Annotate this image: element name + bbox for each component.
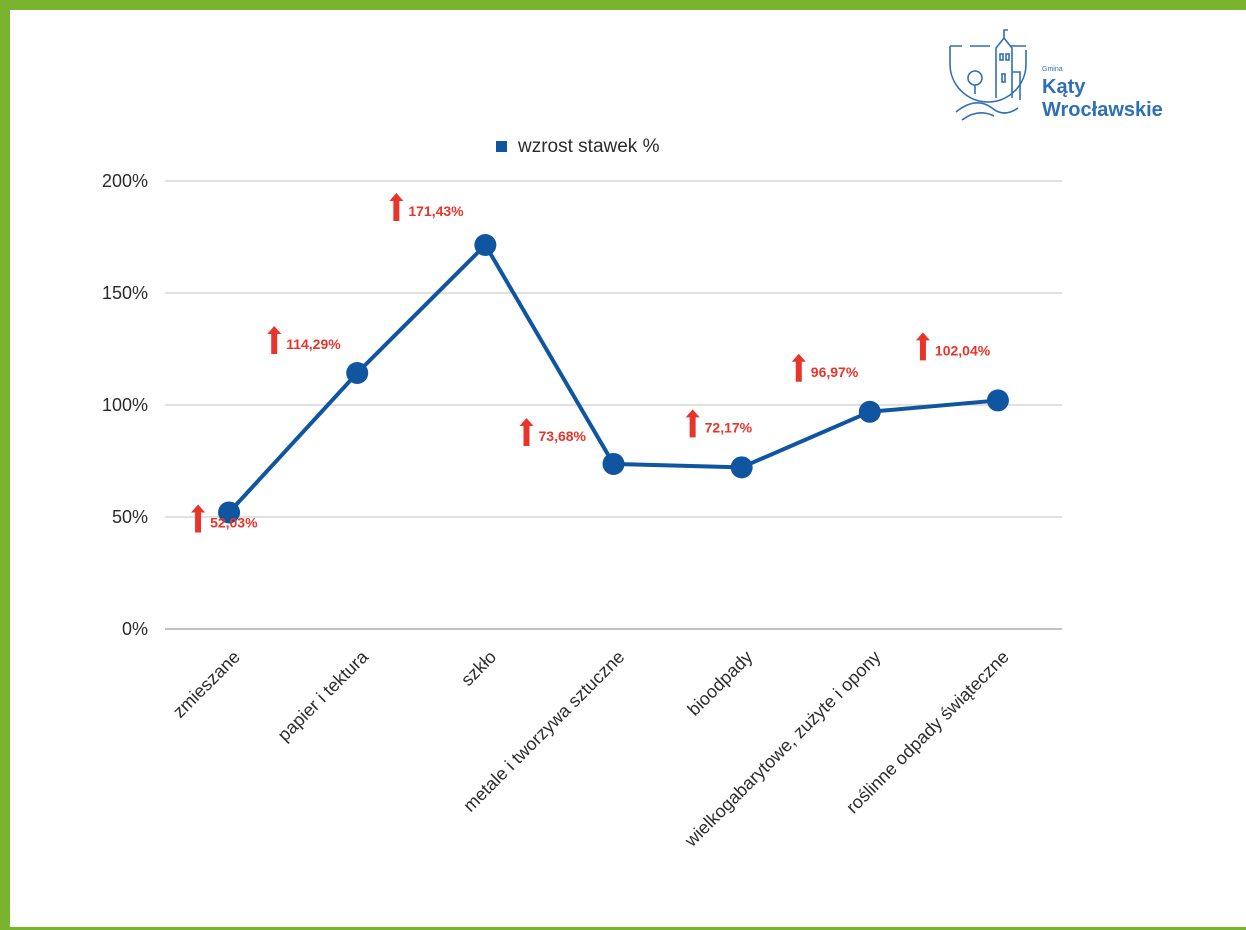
data-label: 72,17% xyxy=(705,419,753,435)
logo-emblem-icon xyxy=(949,29,1027,121)
x-category-label: szkło xyxy=(457,647,500,690)
y-tick-label: 200% xyxy=(102,171,148,191)
x-category-label: zmieszane xyxy=(169,647,244,722)
series-wzrost-stawek xyxy=(218,233,1009,524)
y-tick-label: 100% xyxy=(102,395,148,415)
logo: Gmina Kąty Wrocławskie xyxy=(949,29,1163,121)
arrow-up-icon xyxy=(685,409,700,438)
logo-wroclawskie: Wrocławskie xyxy=(1042,99,1163,121)
y-axis-ticks: 0% 50% 100% 150% 200% xyxy=(102,171,148,639)
data-label: 114,29% xyxy=(286,336,341,352)
data-point xyxy=(474,233,497,256)
y-tick-label: 150% xyxy=(102,283,148,303)
data-point xyxy=(602,452,625,475)
data-labels: 52,03% 114,29% 171,43% 73,68% 72,17% 96,97% 10… xyxy=(191,192,991,533)
line-chart: 0% 50% 100% 150% 200% zmieszane papier i tekt… xyxy=(102,29,1163,851)
y-tick-label: 0% xyxy=(122,619,148,639)
data-point xyxy=(218,501,241,524)
data-point xyxy=(730,456,753,479)
x-category-label: bioodpady xyxy=(684,647,757,720)
logo-gmina: Gmina xyxy=(1042,66,1063,73)
data-label: 102,04% xyxy=(935,342,991,358)
data-label: 96,97% xyxy=(811,364,859,380)
legend-label: wzrost stawek % xyxy=(517,136,660,157)
arrow-up-icon xyxy=(791,353,806,382)
data-label: 52,03% xyxy=(210,514,258,530)
data-label: 171,43% xyxy=(408,203,464,219)
data-label: 73,68% xyxy=(539,428,587,444)
x-category-label: papier i tektura xyxy=(274,646,373,745)
arrow-up-icon xyxy=(267,325,282,354)
data-point xyxy=(346,361,369,384)
legend: wzrost stawek % xyxy=(496,136,660,157)
arrow-up-icon xyxy=(915,332,930,361)
arrow-up-icon xyxy=(191,504,206,533)
data-point xyxy=(986,389,1009,412)
gridlines xyxy=(165,180,1062,630)
arrow-up-icon xyxy=(389,192,404,221)
arrow-up-icon xyxy=(519,417,534,446)
logo-katy: Kąty xyxy=(1042,76,1086,98)
data-point xyxy=(858,400,881,423)
y-tick-label: 50% xyxy=(112,507,148,527)
legend-swatch xyxy=(496,141,507,152)
